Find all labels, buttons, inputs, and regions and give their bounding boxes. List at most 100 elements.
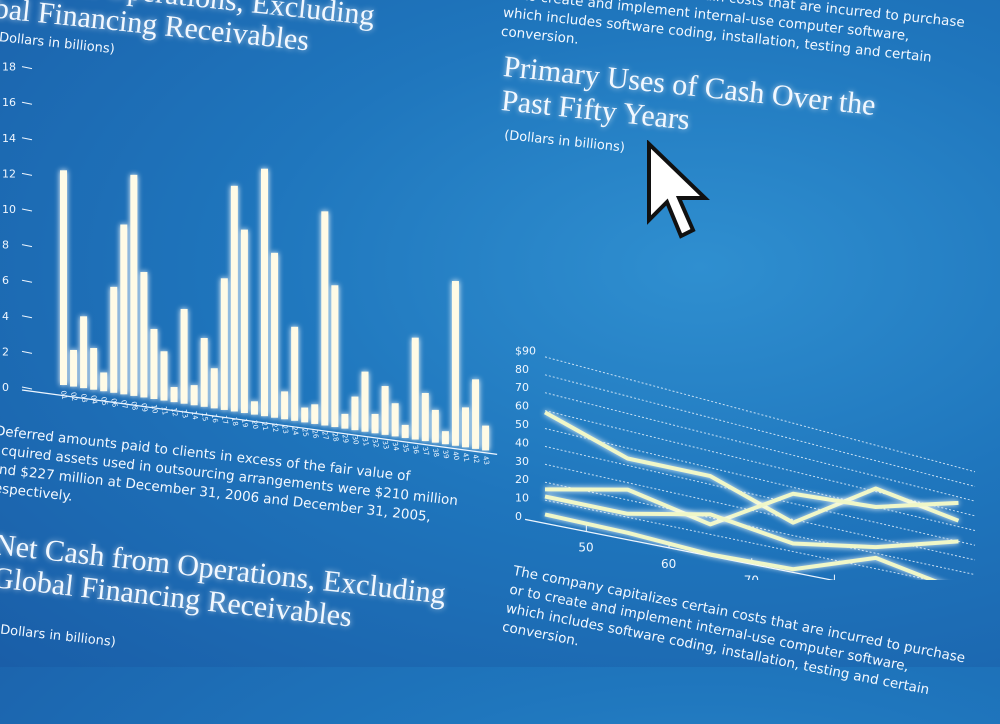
x-tick-label: 28 — [330, 432, 339, 442]
x-tick-label: 27 — [320, 430, 329, 440]
y-tick-label: 0 — [2, 381, 9, 394]
x-tick-label: 18 — [230, 416, 239, 426]
bottom-unit: (Dollars in billions) — [0, 622, 117, 651]
bar — [301, 407, 309, 423]
y-tick-label: 18 — [2, 61, 16, 74]
x-tick-label: 06 — [109, 398, 119, 409]
x-tick-label: 07 — [119, 399, 128, 409]
x-tick-label: 12 — [170, 407, 179, 417]
x-tick-label: 26 — [310, 429, 320, 440]
y-tick-label: 12 — [2, 167, 16, 180]
gridline — [544, 499, 933, 580]
x-axis — [21, 389, 498, 455]
line-chart-unit: (Dollars in billions) — [503, 128, 626, 156]
x-tick-label: 16 — [210, 413, 220, 424]
y-tick-label: 70 — [515, 381, 529, 394]
bar — [371, 413, 379, 434]
bar — [451, 281, 459, 446]
y-tick-label: 16 — [2, 96, 16, 109]
bar — [70, 349, 78, 387]
y-tick-label: 0 — [515, 510, 522, 523]
bar — [271, 252, 279, 418]
y-tick-label: 20 — [515, 473, 529, 486]
gridline — [544, 445, 976, 546]
y-tick-label: 30 — [515, 455, 529, 468]
x-tick-label: 22 — [270, 423, 279, 433]
x-tick-label: 17 — [220, 415, 229, 425]
gridline — [544, 392, 976, 502]
x-tick-label: 11 — [160, 406, 169, 416]
bar — [200, 337, 208, 407]
bar — [421, 392, 429, 442]
bar — [321, 211, 329, 426]
bar — [351, 396, 359, 431]
x-tick-label: 14 — [190, 410, 200, 421]
x-tick-label: 13 — [180, 409, 189, 419]
bar — [462, 407, 469, 448]
y-tick-label: $90 — [515, 344, 536, 357]
x-tick-label: 20 — [250, 420, 259, 430]
y-tick-mark — [21, 101, 33, 105]
bar — [401, 424, 409, 438]
x-tick-label: 32 — [371, 438, 380, 448]
bar — [160, 351, 168, 401]
x-tick-label: 25 — [300, 427, 309, 437]
x-tick-label: 30 — [350, 435, 359, 445]
arrow-cursor-icon — [647, 140, 710, 239]
y-tick-mark — [21, 208, 33, 212]
x-tick-label: 42 — [471, 454, 480, 464]
bar — [120, 224, 128, 395]
x-tick-label: 09 — [139, 402, 148, 412]
x-tick-label: 02 — [69, 392, 78, 402]
x-tick-label: 03 — [79, 393, 88, 403]
y-tick-mark — [21, 279, 33, 283]
bar — [281, 391, 289, 420]
x-tick-label: 31 — [361, 437, 370, 447]
y-tick-mark — [21, 315, 33, 319]
y-tick-mark — [21, 172, 33, 176]
bar — [250, 401, 258, 415]
x-tick-label: 19 — [240, 418, 249, 428]
x-tick-label: 38 — [431, 448, 440, 458]
gridline — [544, 481, 976, 576]
y-tick-label: 6 — [2, 274, 9, 287]
x-tick-label: 21 — [260, 421, 269, 431]
x-tick-label: 36 — [411, 444, 421, 455]
bar — [391, 403, 399, 437]
right-bottom-paragraph: The company capitalizes certain costs th… — [500, 562, 967, 724]
gridline — [544, 428, 976, 532]
y-tick-label: 10 — [2, 203, 16, 216]
bar — [80, 316, 88, 389]
bar — [220, 278, 228, 410]
series-line-2 — [544, 487, 959, 527]
bar — [381, 386, 389, 435]
bar — [472, 379, 480, 449]
y-tick-label: 4 — [2, 310, 9, 323]
x-tick-label: 33 — [381, 440, 390, 450]
x-tick-label: 15 — [200, 412, 209, 422]
x-tick-label: 05 — [99, 396, 108, 406]
bar — [291, 326, 299, 421]
y-tick-mark — [21, 66, 33, 70]
x-tick-label: 37 — [421, 446, 430, 456]
x-tick-label: 35 — [401, 443, 410, 453]
gridline — [544, 374, 976, 487]
x-tick-label: 24 — [290, 426, 300, 437]
x-tick-label: 10 — [149, 404, 158, 414]
bar — [331, 285, 339, 428]
y-tick-label: 80 — [515, 363, 529, 376]
bar — [441, 431, 449, 445]
bar — [150, 328, 158, 400]
x-tick-label: 29 — [340, 434, 349, 444]
bar — [110, 286, 118, 393]
series-line-4 — [544, 512, 938, 580]
x-tick-label: 41 — [461, 452, 470, 462]
x-tick-label: 08 — [129, 401, 138, 411]
y-tick-mark — [21, 137, 33, 141]
bar — [341, 413, 349, 429]
y-tick-label: 50 — [515, 418, 529, 431]
bar — [240, 229, 248, 414]
